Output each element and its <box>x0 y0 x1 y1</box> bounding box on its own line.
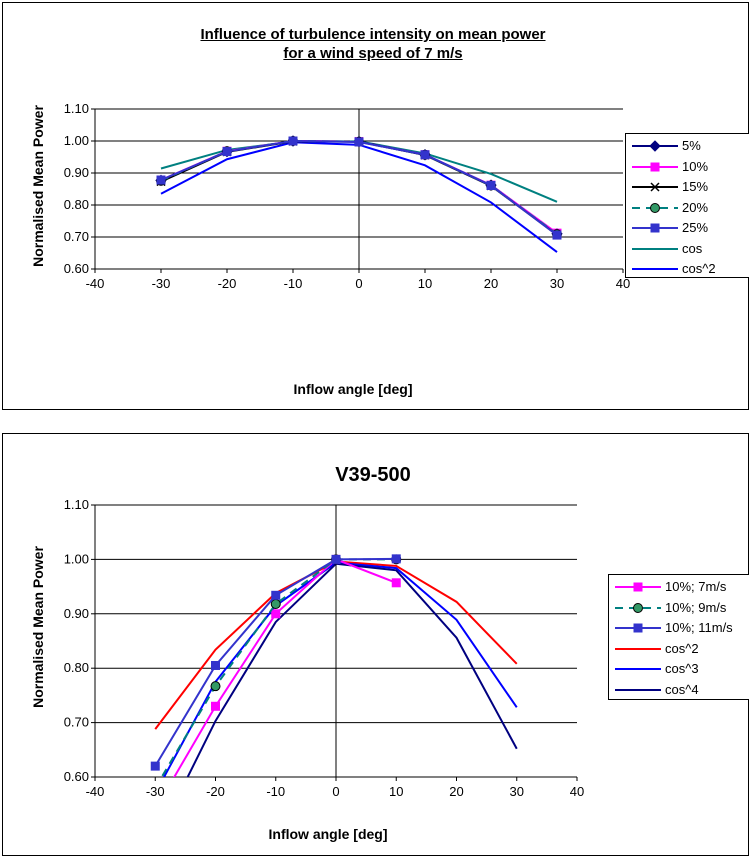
y-tick-label: 0.60 <box>64 769 89 784</box>
data-point <box>270 599 281 610</box>
chart-2-ylabel: Normalised Mean Power <box>30 546 46 708</box>
x-tick-label: -20 <box>218 276 237 291</box>
data-point <box>271 590 281 600</box>
data-point <box>391 554 401 564</box>
legend-label: cos^2 <box>682 261 716 276</box>
y-tick-label: 1.10 <box>64 101 89 116</box>
legend-marker <box>650 223 660 233</box>
chart-1-title-line1: Influence of turbulence intensity on mea… <box>200 26 546 43</box>
chart-2-legend: 10%; 7m/s 10%; 9m/s 10%; 11m/s cos^2 cos^3 co… <box>608 574 749 700</box>
x-tick-label: 40 <box>616 276 630 291</box>
legend-marker <box>649 140 661 152</box>
legend-label: 10%; 9m/s <box>665 599 727 615</box>
legend-swatch <box>632 182 678 192</box>
legend-marker <box>633 623 643 633</box>
chart-2-xlabel: Inflow angle [deg] <box>268 826 388 842</box>
data-point <box>552 230 562 240</box>
y-tick-label: 1.00 <box>64 133 89 148</box>
legend-swatch <box>615 668 661 670</box>
x-tick-label: 0 <box>355 276 362 291</box>
data-point <box>210 681 221 692</box>
legend-marker <box>650 202 660 213</box>
x-tick-label: 30 <box>510 784 524 799</box>
legend-swatch <box>632 247 678 250</box>
data-point <box>150 761 160 771</box>
chart-1-ylabel: Normalised Mean Power <box>30 105 46 267</box>
y-tick-label: 1.10 <box>64 497 89 512</box>
legend-swatch <box>615 688 661 691</box>
y-tick-label: 0.90 <box>64 606 89 621</box>
data-point <box>156 175 166 185</box>
x-tick-label: 20 <box>449 784 463 799</box>
data-point <box>354 137 364 147</box>
data-point <box>420 150 430 160</box>
legend-label: cos^3 <box>665 661 699 676</box>
legend-label: 10%; 11m/s <box>665 620 733 635</box>
x-tick-label: -40 <box>86 784 105 799</box>
x-tick-label: 20 <box>484 276 498 291</box>
legend-label: 5% <box>682 138 701 153</box>
x-tick-label: -10 <box>284 276 303 291</box>
legend-swatch <box>615 647 661 650</box>
chart-1-legend: 5% 10% 15% 20% 25% cos cos^2 <box>625 133 749 278</box>
x-tick-label: 10 <box>389 784 403 799</box>
data-point <box>211 660 220 670</box>
legend-swatch <box>615 582 661 592</box>
y-tick-label: 0.70 <box>64 715 89 730</box>
chart-2-plot: 0.60 0.70 0.80 0.90 1.00 1.10 -40 -30 -20 -10 0 10 2… <box>64 497 585 814</box>
y-tick-label: 0.90 <box>64 165 89 180</box>
legend-swatch <box>615 602 661 613</box>
x-tick-label: 30 <box>550 276 564 291</box>
data-point <box>211 701 220 711</box>
x-tick-label: 40 <box>570 784 584 799</box>
y-tick-label: 0.70 <box>64 229 89 244</box>
plot-area <box>150 554 518 814</box>
legend-marker <box>633 582 643 592</box>
chart-1-plot: 0.60 0.70 0.80 0.90 1.00 1.10 -40 -30 -20 -10 0 10 2… <box>64 101 631 291</box>
x-tick-label: -30 <box>152 276 171 291</box>
legend-marker <box>633 602 643 613</box>
legend-label: 25% <box>682 220 709 235</box>
chart-1-xlabel: Inflow angle [deg] <box>293 381 413 397</box>
legend-swatch <box>632 268 678 270</box>
chart-panel-2: V39-500 0.60 0.70 0.80 0.90 1.00 1.10 -40 -30 -2… <box>2 433 749 856</box>
data-point <box>391 578 401 588</box>
y-tick-label: 1.00 <box>64 551 89 566</box>
data-point <box>271 609 281 619</box>
chart-2-title: V39-500 <box>335 464 411 486</box>
y-tick-label: 0.60 <box>64 261 89 276</box>
legend-marker <box>650 162 660 171</box>
legend-label: cos^4 <box>665 681 699 697</box>
x-tick-label: -40 <box>86 276 105 291</box>
legend-label: 20% <box>682 199 709 215</box>
chart-1-title-line2: for a wind speed of 7 m/s <box>283 45 463 62</box>
x-tick-label: 10 <box>418 276 432 291</box>
x-tick-label: -30 <box>146 784 165 799</box>
data-point <box>331 554 341 564</box>
legend-swatch <box>632 162 678 171</box>
x-tick-label: 0 <box>332 784 339 799</box>
legend-label: cos <box>682 240 703 256</box>
x-tick-label: -10 <box>266 784 285 799</box>
legend-label: 10% <box>682 158 709 174</box>
data-point <box>486 180 496 190</box>
chart-panel-1: Influence of turbulence intensity on mea… <box>2 2 749 410</box>
legend-swatch <box>632 223 678 233</box>
data-point <box>288 136 298 146</box>
plot-area <box>155 135 563 253</box>
legend-label: cos^2 <box>665 640 699 656</box>
legend-swatch <box>632 140 678 152</box>
legend-label: 15% <box>682 179 709 194</box>
y-tick-label: 0.80 <box>64 660 89 675</box>
data-point <box>151 806 159 814</box>
data-point <box>222 147 232 157</box>
x-tick-label: -20 <box>206 784 225 799</box>
legend-label: 10%; 7m/s <box>665 579 727 594</box>
series-line <box>154 557 397 767</box>
chart-1-title: Influence of turbulence intensity on mea… <box>153 25 593 63</box>
legend-swatch <box>632 202 678 213</box>
legend-marker <box>650 182 660 192</box>
legend-swatch <box>615 623 661 633</box>
y-tick-label: 0.80 <box>64 197 89 212</box>
